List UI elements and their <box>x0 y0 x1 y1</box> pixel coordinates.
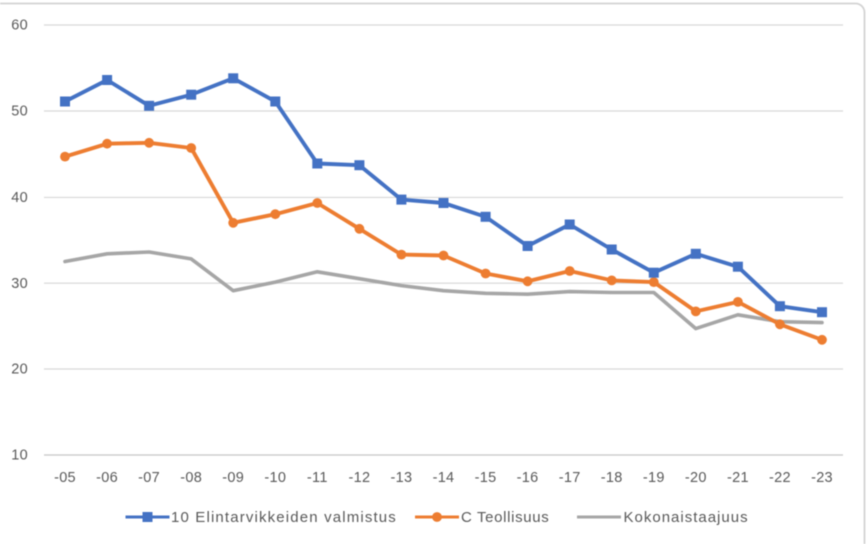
svg-text:-20: -20 <box>685 470 707 486</box>
svg-text:20: 20 <box>11 362 28 378</box>
svg-text:-05: -05 <box>54 470 76 486</box>
svg-text:10 Elintarvikkeiden valmistus: 10 Elintarvikkeiden valmistus <box>171 509 397 526</box>
svg-text:-15: -15 <box>475 470 497 486</box>
svg-text:-07: -07 <box>138 470 160 486</box>
svg-text:C Teollisuus: C Teollisuus <box>461 509 549 526</box>
svg-text:30: 30 <box>11 276 28 292</box>
svg-text:-18: -18 <box>601 470 623 486</box>
svg-text:-17: -17 <box>559 470 581 486</box>
svg-text:-10: -10 <box>264 470 286 486</box>
svg-text:-19: -19 <box>643 470 665 486</box>
svg-text:-16: -16 <box>517 470 539 486</box>
svg-text:60: 60 <box>11 18 28 34</box>
svg-text:-09: -09 <box>222 470 244 486</box>
svg-text:-12: -12 <box>348 470 370 486</box>
svg-text:Kokonaistaajuus: Kokonaistaajuus <box>624 509 749 526</box>
svg-text:-11: -11 <box>307 470 328 486</box>
svg-text:10: 10 <box>11 448 28 464</box>
svg-text:-14: -14 <box>433 470 455 486</box>
svg-text:-22: -22 <box>769 470 791 486</box>
svg-text:-06: -06 <box>96 470 118 486</box>
svg-text:-08: -08 <box>180 470 202 486</box>
svg-text:-21: -21 <box>727 470 749 486</box>
svg-text:40: 40 <box>11 190 28 206</box>
svg-text:50: 50 <box>11 104 28 120</box>
svg-text:-23: -23 <box>811 470 833 486</box>
svg-text:-13: -13 <box>390 470 412 486</box>
